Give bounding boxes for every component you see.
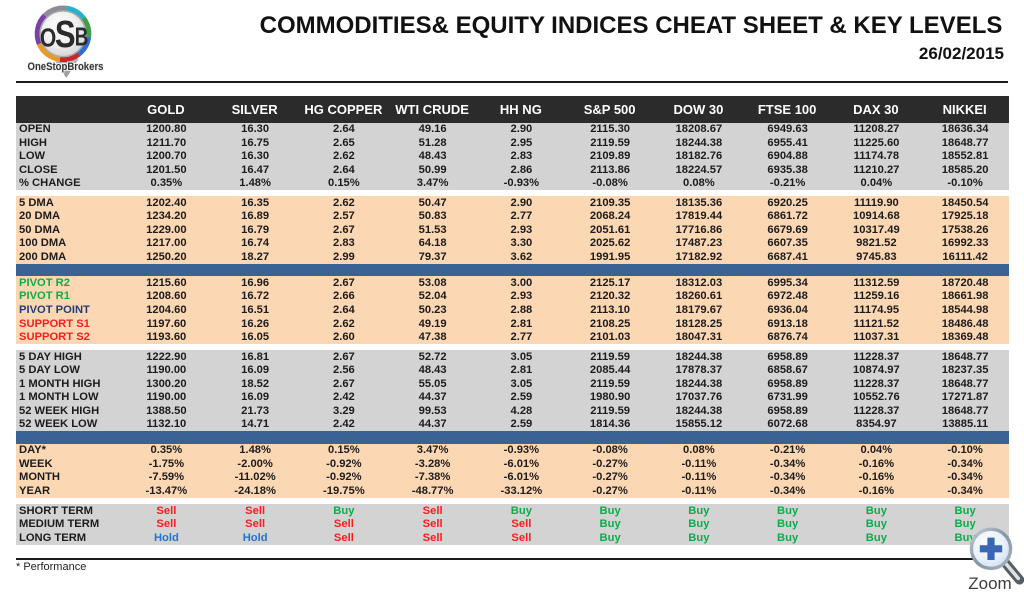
svg-text:OneStopBrokers: OneStopBrokers	[28, 61, 104, 73]
svg-text:Zoom: Zoom	[968, 574, 1011, 593]
svg-text:O: O	[40, 22, 56, 52]
svg-text:S: S	[55, 14, 76, 56]
svg-text:B: B	[75, 22, 89, 52]
